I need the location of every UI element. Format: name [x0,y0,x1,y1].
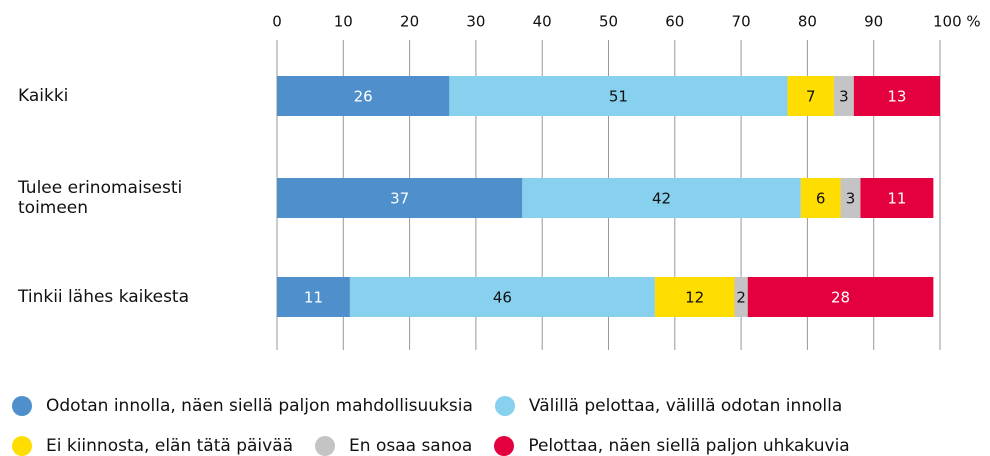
legend-item: Ei kiinnosta, elän tätä päivää [12,436,293,456]
legend-marker [315,436,336,456]
bar-segment [840,178,861,218]
legend-item: En osaa sanoa [315,436,472,456]
x-tick-label: 30 [466,13,485,31]
x-tick-label: 20 [400,13,419,31]
bar-segment [800,178,841,218]
legend-label: Odotan innolla, näen siellä paljon mahdo… [46,396,473,416]
legend: Odotan innolla, näen siellä paljon mahdo… [12,396,987,456]
x-tick-label: 10 [334,13,353,31]
legend-item: Välillä pelottaa, välillä odotan innolla [494,396,843,416]
data-label: 13 [887,88,906,106]
bar-segment [787,76,834,116]
bar-segment [349,277,655,317]
category-label: Kaikki [18,86,69,106]
data-label: 51 [609,88,628,106]
bar-segment [522,178,801,218]
legend-label: Ei kiinnosta, elän tätä päivää [46,436,294,456]
bar-segment [277,178,523,218]
data-label: 12 [685,289,704,307]
bar-segment [853,76,940,116]
legend-label: En osaa sanoa [349,436,473,456]
x-tick-label: 100 % [933,13,981,31]
bar-segment [277,277,350,317]
legend-label: Välillä pelottaa, välillä odotan innolla [528,396,843,416]
x-tick-label: 40 [533,13,552,31]
legend-marker [494,396,515,416]
data-label: 6 [816,190,826,208]
x-tick-label: 60 [665,13,684,31]
data-label: 3 [839,88,849,106]
category-label: Tinkii lähes kaikesta [18,287,190,307]
bar-segment [734,277,748,317]
legend-item: Odotan innolla, näen siellä paljon mahdo… [12,396,473,416]
x-tick-label: 80 [798,13,817,31]
bar-segment [277,76,450,116]
data-label: 11 [887,190,906,208]
data-label: 7 [806,88,816,106]
bar-segment [449,76,788,116]
data-label: 11 [304,289,323,307]
data-label: 3 [846,190,856,208]
legend-item: Pelottaa, näen siellä paljon uhkakuvia [494,436,850,456]
legend-label: Pelottaa, näen siellä paljon uhkakuvia [528,436,850,456]
legend-marker [12,396,32,416]
data-label: 46 [493,289,512,307]
x-tick-label: 70 [732,13,751,31]
data-label: 2 [736,289,746,307]
data-label: 26 [354,88,373,106]
data-label: 28 [831,289,850,307]
bar-segment [747,277,934,317]
data-label: 42 [652,190,671,208]
x-tick-label: 50 [599,13,618,31]
bar-segment [654,277,735,317]
x-tick-label: 0 [272,13,282,31]
category-label: Tulee erinomaisesti toimeen [18,178,183,218]
bar-segment [860,178,934,218]
plot: 0 10 20 30 40 50 60 70 80 90 100 % 26 51 7 3 13 37 42 6 3 11… [272,13,981,350]
legend-marker [12,436,32,456]
legend-marker [494,436,515,456]
bar-segment [833,76,854,116]
data-label: 37 [390,190,409,208]
x-tick-label: 90 [864,13,883,31]
